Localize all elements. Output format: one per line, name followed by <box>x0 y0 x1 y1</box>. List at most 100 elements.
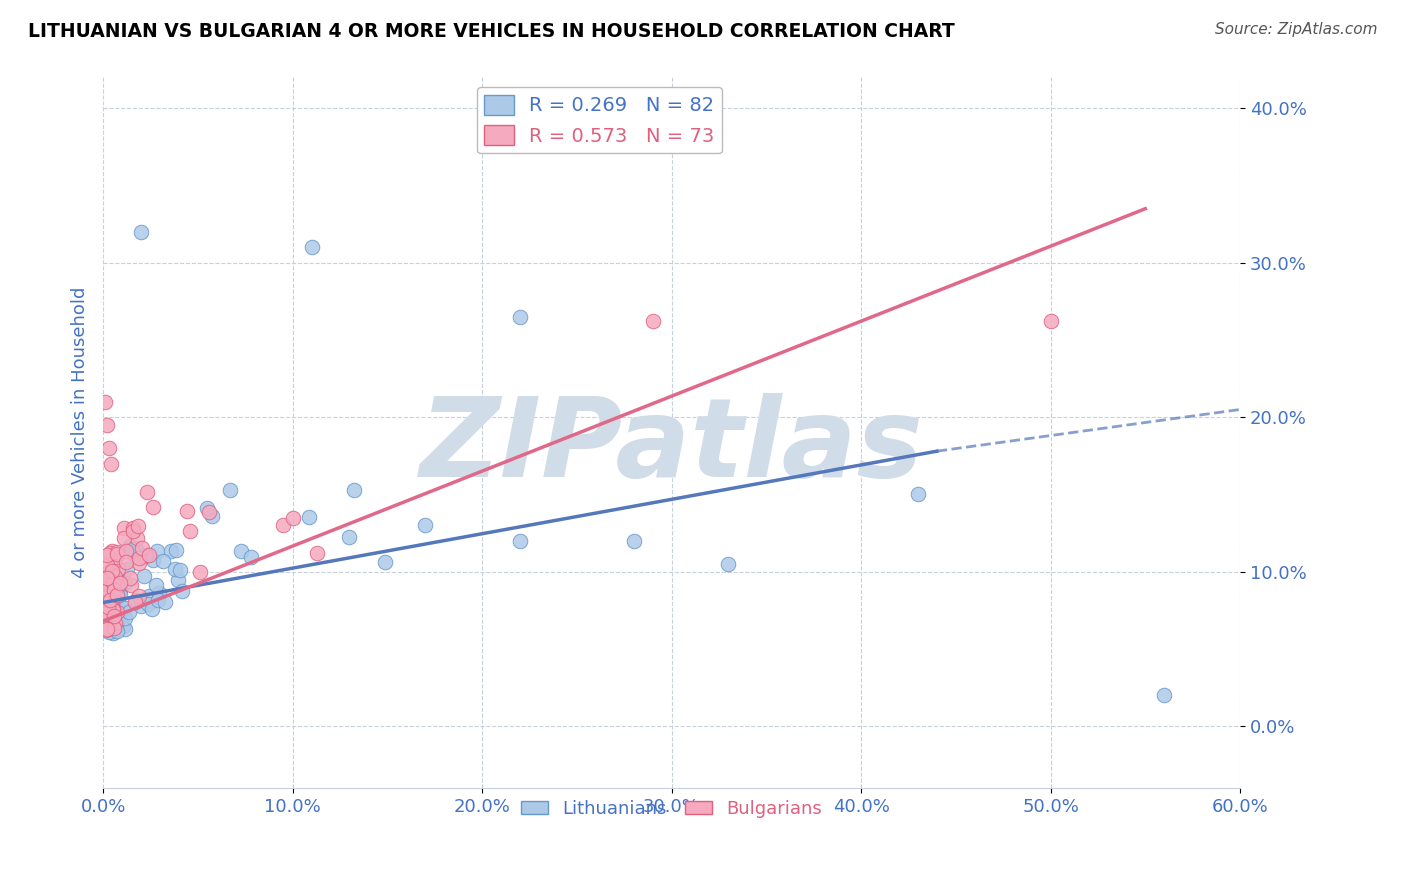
Point <box>101 576 124 591</box>
Point <box>97 582 120 596</box>
Point <box>105 605 128 619</box>
Point <box>198 505 221 519</box>
Point <box>97 595 120 609</box>
Point <box>97 587 120 601</box>
Point <box>114 601 136 615</box>
Point <box>125 542 148 557</box>
Point <box>97 591 120 606</box>
Point <box>108 588 131 602</box>
Point <box>96 604 118 618</box>
Point <box>179 524 201 538</box>
Point <box>97 577 120 591</box>
Point <box>134 549 156 563</box>
Point <box>94 606 117 620</box>
Text: Source: ZipAtlas.com: Source: ZipAtlas.com <box>1215 22 1378 37</box>
Point <box>105 547 128 561</box>
Point <box>98 607 121 621</box>
Point <box>110 600 132 615</box>
Point <box>121 524 143 538</box>
Point <box>125 531 148 545</box>
Point <box>98 572 121 586</box>
Point <box>121 541 143 556</box>
Point <box>103 619 125 633</box>
Point <box>97 570 120 584</box>
Point <box>160 544 183 558</box>
Point <box>103 601 125 615</box>
Point <box>138 589 160 603</box>
Point <box>118 605 141 619</box>
Point <box>96 591 118 606</box>
Point <box>135 548 157 562</box>
Point <box>124 549 146 563</box>
Point <box>413 518 436 533</box>
Point <box>298 509 321 524</box>
Point <box>129 599 152 613</box>
Point <box>100 579 122 593</box>
Point <box>907 487 929 501</box>
Point <box>101 610 124 624</box>
Point <box>101 596 124 610</box>
Point <box>98 593 121 607</box>
Point <box>96 558 118 573</box>
Point <box>94 566 117 581</box>
Point <box>120 578 142 592</box>
Point <box>271 518 294 533</box>
Point <box>1039 314 1062 328</box>
Text: ZIPatlas: ZIPatlas <box>420 393 924 500</box>
Point <box>167 573 190 587</box>
Point <box>94 587 117 601</box>
Point <box>146 543 169 558</box>
Point <box>114 576 136 591</box>
Point <box>146 593 169 607</box>
Point <box>105 588 128 602</box>
Point <box>122 521 145 535</box>
Point <box>104 597 127 611</box>
Point <box>509 310 531 324</box>
Point <box>101 564 124 578</box>
Point <box>96 622 118 636</box>
Point <box>132 569 155 583</box>
Point <box>201 509 224 524</box>
Point <box>107 582 129 596</box>
Point <box>104 569 127 583</box>
Point <box>165 561 187 575</box>
Point <box>165 543 187 558</box>
Point <box>218 483 240 498</box>
Point <box>97 569 120 583</box>
Point <box>96 417 118 432</box>
Point <box>509 533 531 548</box>
Point <box>281 510 304 524</box>
Point <box>97 570 120 584</box>
Point <box>110 576 132 591</box>
Point <box>97 600 120 615</box>
Point <box>94 394 117 409</box>
Point <box>100 582 122 597</box>
Point <box>103 582 125 597</box>
Point <box>107 573 129 587</box>
Point <box>96 570 118 584</box>
Point <box>97 441 120 455</box>
Point <box>229 543 252 558</box>
Point <box>124 595 146 609</box>
Y-axis label: 4 or more Vehicles in Household: 4 or more Vehicles in Household <box>72 287 89 578</box>
Point <box>169 563 191 577</box>
Point <box>132 549 155 563</box>
Point <box>131 541 153 556</box>
Point <box>301 240 323 254</box>
Point <box>112 619 135 633</box>
Point <box>105 550 128 565</box>
Point <box>170 583 193 598</box>
Point <box>94 607 117 622</box>
Point <box>112 531 135 545</box>
Point <box>142 500 165 514</box>
Point <box>97 579 120 593</box>
Point <box>307 546 329 560</box>
Point <box>115 562 138 576</box>
Point <box>103 594 125 608</box>
Point <box>97 565 120 579</box>
Point <box>115 544 138 558</box>
Point <box>138 597 160 611</box>
Point <box>129 225 152 239</box>
Point <box>142 552 165 566</box>
Point <box>127 519 149 533</box>
